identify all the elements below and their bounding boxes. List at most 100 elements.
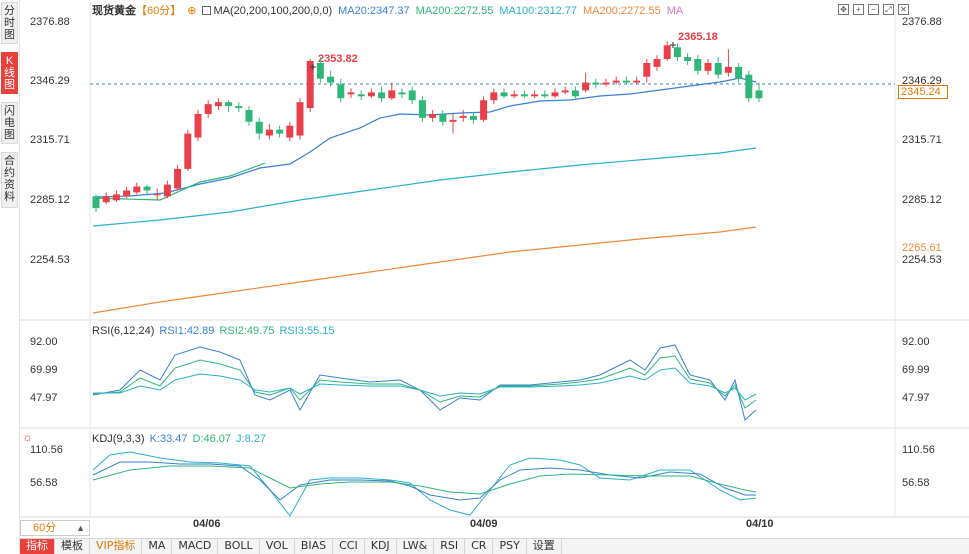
kdj-axis-label: 56.58 [902, 477, 930, 489]
candle [255, 121, 263, 134]
candle [551, 92, 559, 97]
symbol-title: 现货黄金 [92, 5, 136, 17]
price-axis-left-label: 2346.29 [30, 75, 70, 87]
candle [174, 168, 182, 189]
rsi-axis-label: 92.00 [30, 336, 58, 348]
price-axis-right-label: 2346.29 [902, 75, 942, 87]
kdj-j-value: J:8.27 [236, 433, 266, 445]
candle [286, 125, 294, 138]
candle [225, 102, 233, 107]
ma20-line [92, 77, 757, 198]
candle [143, 186, 151, 191]
tab-boll[interactable]: BOLL [218, 539, 260, 554]
candle [582, 82, 590, 91]
candle [337, 84, 345, 99]
tab-timeshare[interactable]: 分 时 图 [1, 2, 18, 44]
kdj-axis-label: 110.56 [902, 444, 935, 456]
candle [439, 113, 447, 122]
candle [214, 102, 222, 107]
candle [469, 115, 477, 120]
ma200b-line [92, 226, 757, 314]
candle [347, 92, 355, 95]
tab-vol[interactable]: VOL [260, 539, 295, 554]
tab-bias[interactable]: BIAS [295, 539, 334, 554]
tab-ma[interactable]: MA [142, 539, 173, 554]
ma-checkbox-icon[interactable] [202, 6, 212, 15]
candle [510, 94, 518, 97]
tab-contract-info[interactable]: 合 约 资 料 [1, 152, 18, 208]
ma200-value: MA200:2272.55 [415, 5, 494, 17]
tab-cr[interactable]: CR [465, 539, 494, 554]
rsi-axis-label: 47.97 [902, 392, 930, 404]
tab-cci[interactable]: CCI [333, 539, 365, 554]
candle [357, 94, 365, 97]
rsi-axis-label: 47.97 [30, 392, 58, 404]
price-axis-left-label: 2315.71 [30, 134, 70, 146]
kdj-axis-label: 110.56 [30, 444, 63, 456]
price-axis-left-label: 2254.53 [30, 254, 70, 266]
candle [622, 80, 630, 83]
candle [490, 92, 498, 101]
candle [480, 100, 488, 120]
ma-tail: MA [666, 5, 684, 17]
candle [735, 66, 743, 79]
candle [194, 113, 202, 138]
kdj-k-line [92, 461, 756, 501]
candle [133, 186, 141, 193]
price-axis-right-label: 2254.53 [902, 254, 942, 266]
candle [388, 90, 396, 99]
rsi-header: RSI(6,12,24) RSI1:42.89 RSI2:49.75 RSI3:55.… [92, 325, 340, 337]
candle [367, 92, 375, 97]
candle [276, 129, 284, 134]
rsi-axis-label: 92.00 [902, 336, 930, 348]
candle [541, 94, 549, 97]
candle [724, 66, 732, 73]
chart-header: 现货黄金【60分】 ⊕ MA(20,200,100,200,0,0) MA20:234… [92, 2, 689, 18]
period-selector[interactable]: 60分 ▲ [20, 520, 90, 536]
tab-psy[interactable]: PSY [493, 539, 527, 554]
candle [571, 90, 579, 97]
candle [643, 62, 651, 77]
eye-icon[interactable]: ⊕ [187, 5, 197, 17]
settings-sun-icon[interactable]: ☼ [22, 430, 33, 444]
tab-lightning[interactable]: 闪 电 图 [1, 102, 18, 144]
date-label: 04/06 [193, 518, 221, 530]
rsi1-value: RSI1:42.89 [159, 325, 215, 337]
kdj-j-line [92, 451, 757, 517]
candle [714, 62, 722, 75]
rsi3-value: RSI3:55.15 [279, 325, 335, 337]
rsi2-value: RSI2:49.75 [219, 325, 275, 337]
candle [561, 90, 569, 93]
candle [694, 59, 702, 71]
candle [673, 47, 681, 58]
tab-vip-indicators[interactable]: VIP指标 [90, 539, 143, 554]
candle [123, 190, 131, 197]
move-icon[interactable]: ✥ [838, 4, 849, 15]
kdj-k-value: K:33.47 [149, 433, 188, 445]
candle [235, 106, 243, 109]
tab-kline[interactable]: K 线 图 [1, 52, 18, 94]
tab-lw[interactable]: LW& [397, 539, 435, 554]
rsi1-line [92, 344, 757, 421]
tab-macd[interactable]: MACD [172, 539, 219, 554]
candle [163, 184, 171, 197]
close-icon[interactable]: ✕ [898, 4, 909, 15]
rsi-axis-label: 69.99 [902, 364, 930, 376]
candle [429, 113, 437, 118]
candle [653, 59, 661, 67]
tab-rsi[interactable]: RSI [434, 539, 466, 554]
price-axis-right-label: 2376.88 [902, 16, 942, 28]
tab-settings[interactable]: 设置 [527, 539, 562, 554]
tab-indicators[interactable]: 指标 [20, 539, 55, 554]
tab-kdj[interactable]: KDJ [365, 539, 397, 554]
candle [327, 76, 335, 83]
candle [602, 82, 610, 85]
fullscreen-icon[interactable]: ⤢ [883, 4, 894, 15]
ma100-line [92, 147, 757, 227]
tab-templates[interactable]: 模板 [55, 539, 90, 554]
ma-toggle[interactable]: MA(20,200,100,200,0,0) [202, 5, 332, 17]
kdj-d-line [92, 465, 757, 495]
zoom-in-icon[interactable]: + [853, 4, 864, 15]
zoom-out-icon[interactable]: − [868, 4, 879, 15]
